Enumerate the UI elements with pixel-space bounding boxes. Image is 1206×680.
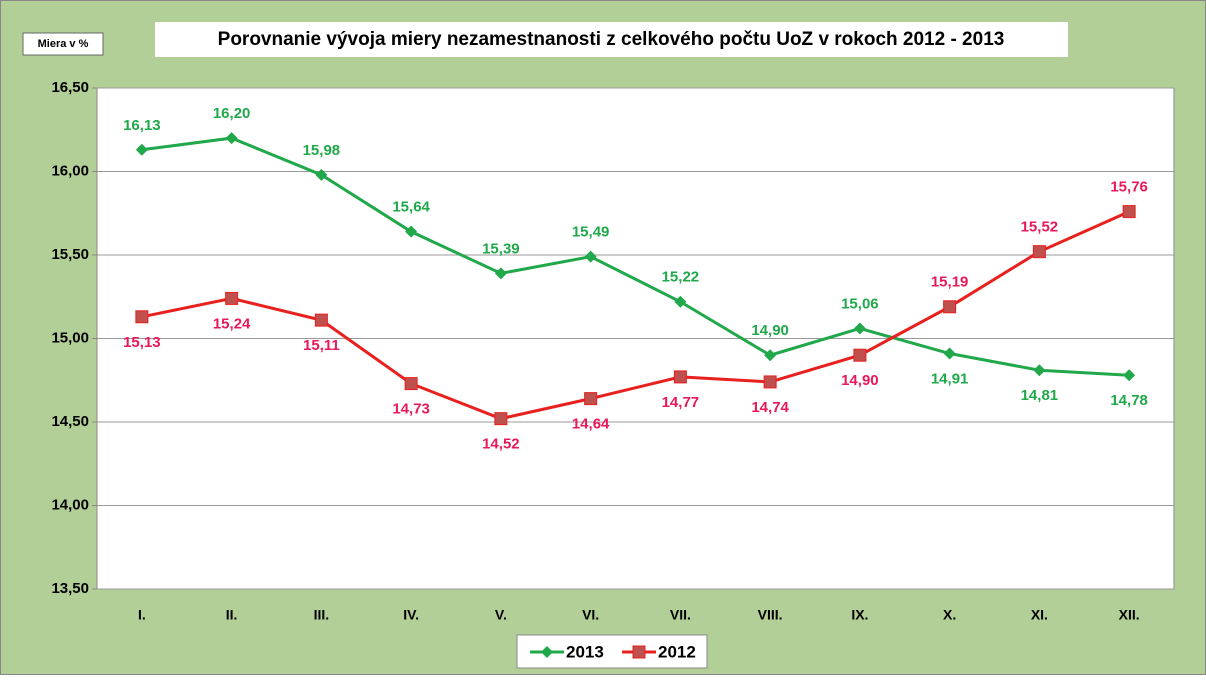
y-tick-label: 15,00 xyxy=(51,329,89,346)
data-point xyxy=(853,348,867,362)
data-label: 14,73 xyxy=(392,401,430,418)
data-point xyxy=(943,347,956,360)
series-line xyxy=(141,136,1130,377)
data-label: 14,90 xyxy=(841,372,879,389)
x-tick-label: II. xyxy=(226,607,238,623)
y-axis-label: Miera v % xyxy=(38,38,89,50)
data-label: 14,90 xyxy=(751,322,789,339)
data-point xyxy=(1033,364,1046,377)
y-tick-label: 13,50 xyxy=(51,580,89,597)
data-point xyxy=(1032,245,1046,259)
data-label: 15,06 xyxy=(841,295,879,312)
data-point xyxy=(314,313,328,327)
x-tick-label: VII. xyxy=(670,607,691,623)
data-point xyxy=(494,267,507,280)
data-point xyxy=(225,291,239,305)
data-point xyxy=(763,375,777,389)
data-label: 15,39 xyxy=(482,240,520,257)
data-point xyxy=(673,370,687,384)
x-tick-label: VI. xyxy=(582,607,599,623)
data-point xyxy=(405,225,418,238)
data-label: 14,91 xyxy=(931,370,969,387)
chart-title: Porovnanie vývoja miery nezamestnanosti … xyxy=(218,29,1005,50)
data-label: 14,77 xyxy=(662,394,700,411)
data-label: 15,49 xyxy=(572,224,610,241)
x-tick-label: X. xyxy=(943,607,956,623)
x-tick-label: XI. xyxy=(1031,607,1048,623)
data-label: 16,13 xyxy=(123,117,161,134)
data-point xyxy=(315,168,328,181)
data-point xyxy=(674,295,687,308)
data-point xyxy=(1122,205,1136,219)
data-label: 15,98 xyxy=(303,142,341,159)
y-tick-label: 14,50 xyxy=(51,413,89,430)
x-tick-label: XII. xyxy=(1119,607,1140,623)
data-point xyxy=(135,310,149,324)
title-box xyxy=(155,22,1068,57)
data-label: 15,13 xyxy=(123,334,161,351)
x-tick-label: III. xyxy=(314,607,330,623)
legend-label: 2012 xyxy=(658,642,696,661)
data-label: 15,11 xyxy=(303,337,340,354)
data-point xyxy=(494,412,508,426)
data-point xyxy=(943,300,957,314)
data-label: 15,24 xyxy=(213,315,251,332)
x-tick-label: I. xyxy=(138,607,146,623)
y-tick-label: 14,00 xyxy=(51,496,89,513)
x-tick-label: VIII. xyxy=(758,607,783,623)
data-point xyxy=(764,349,777,362)
data-point xyxy=(225,132,238,145)
data-label: 15,22 xyxy=(662,269,700,286)
y-label-box xyxy=(22,32,104,56)
data-label: 15,64 xyxy=(392,199,430,216)
y-tick-label: 15,50 xyxy=(51,246,89,263)
data-label: 14,74 xyxy=(751,399,789,416)
data-label: 14,78 xyxy=(1110,392,1148,409)
y-tick-label: 16,50 xyxy=(51,79,89,96)
data-label: 15,52 xyxy=(1021,219,1059,236)
data-label: 15,76 xyxy=(1110,179,1148,196)
legend-marker xyxy=(632,645,646,659)
legend-label: 2013 xyxy=(566,642,604,661)
series-line xyxy=(141,210,1130,421)
data-point xyxy=(584,250,597,263)
x-tick-label: IX. xyxy=(851,607,868,623)
y-tick-label: 16,00 xyxy=(51,162,89,179)
data-label: 14,52 xyxy=(482,436,520,453)
data-point xyxy=(584,392,598,406)
legend-marker xyxy=(541,646,553,658)
x-tick-label: IV. xyxy=(403,607,419,623)
data-label: 15,19 xyxy=(931,274,969,291)
data-label: 16,20 xyxy=(213,105,251,122)
data-point xyxy=(135,143,148,156)
data-label: 14,81 xyxy=(1021,387,1059,404)
data-point xyxy=(404,377,418,391)
data-label: 14,64 xyxy=(572,416,610,433)
data-point xyxy=(1123,369,1136,382)
data-point xyxy=(853,322,866,335)
x-tick-label: V. xyxy=(495,607,507,623)
